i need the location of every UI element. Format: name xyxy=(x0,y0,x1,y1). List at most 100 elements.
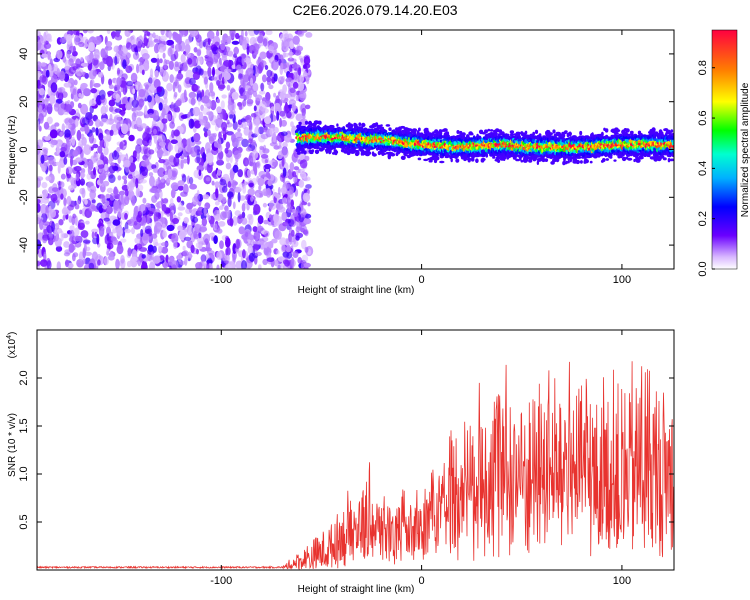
heatmap-cell xyxy=(241,211,246,219)
heatmap-cell xyxy=(43,121,50,130)
heatmap-cell xyxy=(277,186,281,195)
heatmap-cell xyxy=(493,132,498,136)
heatmap-cell xyxy=(153,211,159,223)
heatmap-cell xyxy=(68,176,74,183)
heatmap-cell xyxy=(116,227,124,237)
heatmap-cell xyxy=(182,250,189,257)
heatmap-cell xyxy=(100,48,106,59)
heatmap-cell xyxy=(107,90,115,96)
heatmap-cell xyxy=(237,102,243,107)
heatmap-cell xyxy=(136,214,143,223)
heatmap-cell xyxy=(124,30,131,37)
heatmap-cell xyxy=(38,113,44,124)
heatmap-cell xyxy=(193,120,201,129)
heatmap-cell xyxy=(40,259,48,267)
heatmap-cell xyxy=(128,134,135,142)
heatmap-cell xyxy=(46,33,52,41)
heatmap-cell xyxy=(63,157,68,165)
heatmap-cell xyxy=(269,204,273,210)
heatmap-cell xyxy=(100,105,107,116)
heatmap-cell xyxy=(178,141,184,152)
heatmap-cell xyxy=(193,132,201,143)
heatmap-cell xyxy=(59,157,65,162)
heatmap-cell xyxy=(225,141,231,149)
heatmap-cell xyxy=(220,43,226,51)
heatmap-cell xyxy=(80,133,85,140)
heatmap-cell xyxy=(37,30,41,37)
heatmap-cell xyxy=(206,30,215,40)
heatmap-cell xyxy=(244,30,248,37)
heatmap-cell xyxy=(304,213,312,219)
heatmap-cell xyxy=(91,79,95,87)
heatmap-cell xyxy=(283,40,290,47)
heatmap-cell xyxy=(162,198,169,204)
heatmap-cell xyxy=(94,231,98,237)
heatmap-cell xyxy=(232,121,238,131)
heatmap-cell xyxy=(147,244,154,252)
heatmap-cell xyxy=(123,159,131,168)
heatmap-cell xyxy=(262,188,270,197)
heatmap-cell xyxy=(156,86,163,93)
heatmap-cell xyxy=(303,56,311,66)
heatmap-cell xyxy=(268,240,273,249)
heatmap-cell xyxy=(293,234,297,245)
heatmap-cell xyxy=(271,161,277,167)
heatmap-cell xyxy=(214,214,222,222)
heatmap-cell xyxy=(259,90,266,95)
heatmap-cell xyxy=(253,230,261,242)
heatmap-cell xyxy=(99,138,105,148)
heatmap-cell xyxy=(177,61,183,68)
heatmap-cell xyxy=(43,228,48,236)
heatmap-cell xyxy=(520,159,524,163)
heatmap-cell xyxy=(88,133,94,144)
heatmap-cell xyxy=(238,226,245,235)
heatmap-cell xyxy=(143,33,147,45)
heatmap-cell xyxy=(297,81,305,92)
heatmap-cell xyxy=(140,123,147,129)
heatmap-cell xyxy=(279,91,284,100)
heatmap-cell xyxy=(124,212,128,220)
heatmap-cell xyxy=(71,123,77,129)
heatmap-cell xyxy=(534,129,539,134)
heatmap-cell xyxy=(92,237,99,245)
heatmap-cell xyxy=(84,251,93,256)
heatmap-cell xyxy=(273,73,278,82)
heatmap-cell xyxy=(92,143,99,149)
heatmap-cell xyxy=(115,31,120,38)
heatmap-cell xyxy=(222,197,227,203)
heatmap-cell xyxy=(300,224,307,233)
heatmap-cell xyxy=(74,235,81,242)
heatmap-cell xyxy=(162,70,169,81)
heatmap-cell xyxy=(275,135,281,141)
heatmap-cell xyxy=(303,218,312,225)
heatmap-cell xyxy=(131,196,136,206)
heatmap-cell xyxy=(167,256,175,266)
heatmap-cell xyxy=(198,68,204,76)
heatmap-cell xyxy=(220,39,226,45)
heatmap-cell xyxy=(204,238,209,246)
heatmap-cell xyxy=(136,63,140,74)
heatmap-cell xyxy=(74,215,78,226)
heatmap-cell xyxy=(169,198,174,206)
heatmap-cell xyxy=(250,113,257,118)
heatmap-cell xyxy=(509,130,515,134)
heatmap-cell xyxy=(227,181,232,188)
heatmap-cell xyxy=(126,80,134,87)
heatmap-cell xyxy=(235,238,240,250)
heatmap-cell xyxy=(40,203,48,215)
heatmap-cell xyxy=(112,219,121,226)
heatmap-cell xyxy=(116,244,124,255)
heatmap-cell xyxy=(190,146,198,158)
heatmap-cell xyxy=(242,40,248,51)
heatmap-cell xyxy=(123,195,130,205)
heatmap-cell xyxy=(62,56,67,63)
heatmap-cell xyxy=(256,225,264,232)
heatmap-cell xyxy=(86,173,92,180)
heatmap-cell xyxy=(302,114,306,119)
heatmap-cell xyxy=(290,245,294,254)
heatmap-cell xyxy=(146,214,150,225)
heatmap-cell xyxy=(467,158,471,163)
heatmap-cell xyxy=(49,129,58,139)
heatmap-cell xyxy=(147,203,152,211)
heatmap-cell xyxy=(149,74,154,85)
